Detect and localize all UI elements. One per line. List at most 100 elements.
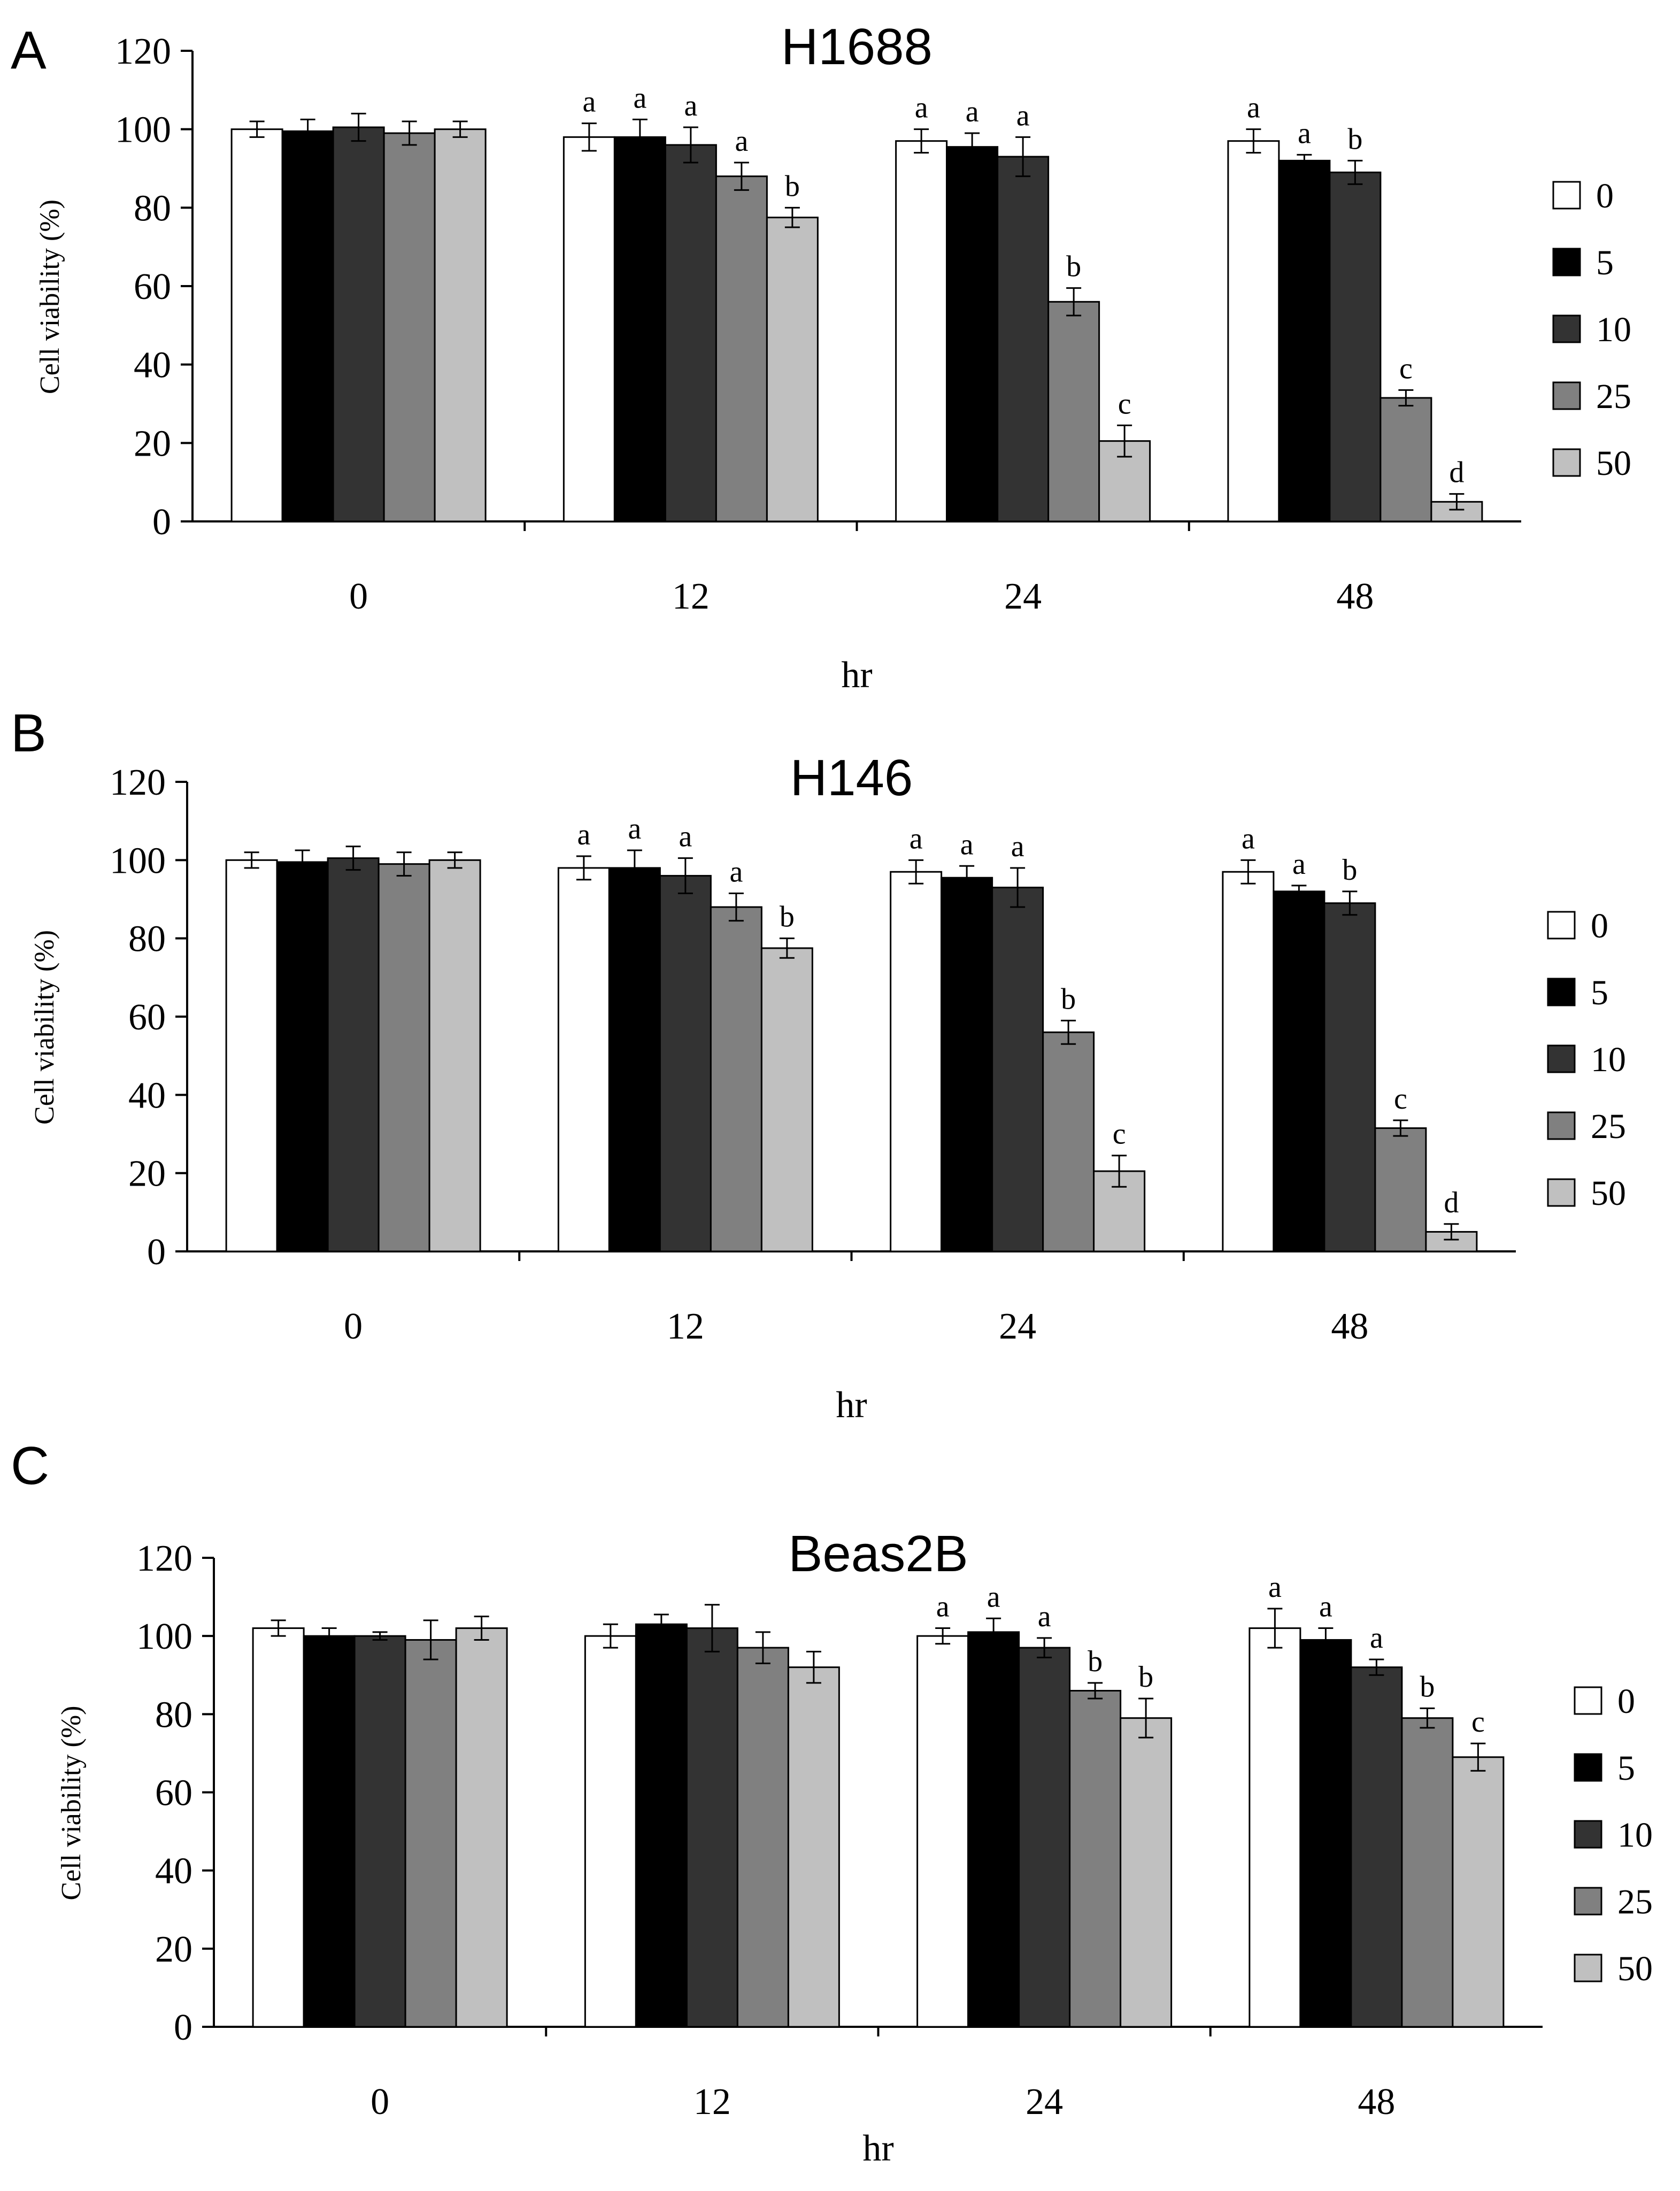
bar <box>332 126 385 522</box>
bar <box>1401 1717 1454 2028</box>
bar <box>1120 1717 1173 2028</box>
y-tick-label: 80 <box>155 1694 192 1735</box>
significance-letter: c <box>1113 1118 1126 1151</box>
bar <box>562 136 615 522</box>
bar <box>281 130 334 522</box>
y-tick-label: 20 <box>128 1154 166 1195</box>
bar <box>608 867 661 1252</box>
y-axis-label: Cell viability (%) <box>35 199 65 394</box>
significance-letter: a <box>910 822 923 855</box>
legend-swatch <box>1552 381 1581 410</box>
y-tick-label: 20 <box>155 1929 192 1970</box>
significance-letter: a <box>633 81 646 114</box>
significance-letter: a <box>1292 848 1306 881</box>
bar <box>276 861 329 1252</box>
bar <box>760 947 813 1252</box>
significance-letter: d <box>1449 456 1464 489</box>
legend-swatch <box>1547 911 1576 940</box>
bar <box>1249 1627 1301 2028</box>
legend-label: 50 <box>1617 1949 1653 1988</box>
legend-swatch <box>1552 181 1581 210</box>
bar <box>455 1627 508 2028</box>
legend-label: 0 <box>1617 1682 1635 1721</box>
bar <box>1273 890 1325 1252</box>
legend-label: 25 <box>1617 1882 1653 1921</box>
bar <box>916 1635 969 2028</box>
bar <box>736 1647 789 2028</box>
y-axis-label: Cell viability (%) <box>29 930 60 1125</box>
legend-swatch <box>1574 1820 1602 1849</box>
y-tick-label: 40 <box>155 1851 192 1892</box>
y-tick-label: 80 <box>128 919 166 960</box>
legend-label: 50 <box>1596 444 1631 483</box>
legend-swatch <box>1547 1178 1576 1207</box>
x-tick-label: 12 <box>672 576 710 617</box>
significance-letter: a <box>735 125 748 158</box>
bar <box>941 877 993 1252</box>
bar <box>685 1627 738 2028</box>
legend-swatch <box>1574 1887 1602 1916</box>
y-tick-label: 100 <box>136 1616 192 1657</box>
significance-letter: a <box>1011 830 1024 863</box>
legend: 0 5 10 25 50 <box>1552 176 1631 483</box>
bar <box>1299 1639 1352 2028</box>
bar <box>428 859 481 1252</box>
y-tick-label: 40 <box>128 1075 166 1116</box>
bar <box>613 136 666 522</box>
y-tick-label: 100 <box>110 840 166 881</box>
legend-swatch <box>1547 1044 1576 1073</box>
legend-label: 10 <box>1617 1816 1653 1855</box>
x-tick-label: 48 <box>1331 1306 1368 1347</box>
x-tick-label: 12 <box>693 2081 731 2123</box>
legend: 0 5 10 25 50 <box>1547 906 1626 1213</box>
significance-letter: c <box>1394 1082 1407 1116</box>
bar <box>766 217 819 522</box>
x-tick-label: 0 <box>349 576 368 617</box>
bar <box>659 875 712 1252</box>
legend-swatch <box>1574 1753 1602 1782</box>
bar <box>327 857 380 1252</box>
bar <box>991 887 1044 1252</box>
significance-letter: b <box>1061 982 1076 1016</box>
legend-swatch <box>1574 1954 1602 1982</box>
y-tick-label: 0 <box>152 502 171 543</box>
x-tick-label: 0 <box>344 1306 363 1347</box>
bar <box>1222 871 1275 1252</box>
significance-letter: a <box>1268 1571 1282 1604</box>
legend-label: 10 <box>1596 310 1631 349</box>
y-tick-label: 60 <box>134 266 171 307</box>
y-axis-label: Cell viability (%) <box>56 1706 87 1901</box>
significance-letter: a <box>679 820 692 854</box>
significance-letter: a <box>1038 1600 1051 1633</box>
significance-letter: a <box>987 1580 1000 1613</box>
bar <box>1069 1689 1122 2028</box>
significance-letter: a <box>1247 91 1260 125</box>
legend-swatch <box>1552 448 1581 477</box>
y-tick-label: 0 <box>174 2007 192 2048</box>
legend-swatch <box>1547 1111 1576 1140</box>
bar <box>557 867 610 1252</box>
panel-label: B <box>11 703 47 763</box>
bar <box>890 871 943 1252</box>
bar <box>404 1639 457 2028</box>
significance-letter: a <box>966 95 979 128</box>
chart-title: H146 <box>790 749 913 806</box>
legend-label: 0 <box>1596 176 1614 216</box>
chart-title: Beas2B <box>788 1525 968 1582</box>
y-tick-label: 0 <box>147 1232 166 1273</box>
significance-letter: a <box>628 812 641 845</box>
significance-letter: b <box>1420 1670 1435 1703</box>
x-axis-label: hr <box>862 2128 893 2169</box>
y-tick-label: 60 <box>128 997 166 1038</box>
bar <box>1018 1647 1071 2028</box>
x-axis-label: hr <box>836 1385 867 1426</box>
x-tick-label: 48 <box>1358 2081 1395 2123</box>
significance-letter: b <box>1138 1660 1153 1694</box>
legend-swatch <box>1552 248 1581 276</box>
chart-title: H1688 <box>781 18 933 75</box>
significance-letter: a <box>1298 117 1311 150</box>
bar <box>715 175 768 522</box>
significance-letter: a <box>684 89 697 122</box>
significance-letter: a <box>936 1590 950 1624</box>
y-tick-label: 120 <box>115 31 171 72</box>
